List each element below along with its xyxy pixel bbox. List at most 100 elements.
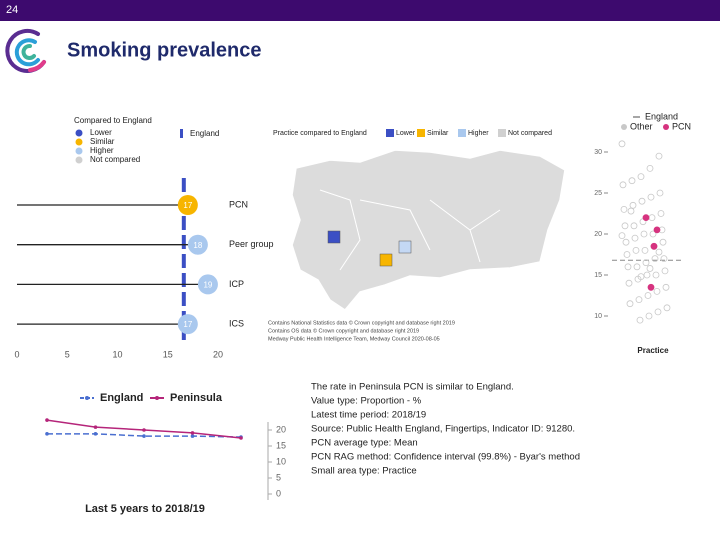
x-tick-label: 20 [213, 349, 223, 359]
top-bar [0, 0, 720, 21]
point [655, 152, 663, 160]
point [625, 279, 633, 287]
point [648, 214, 656, 222]
point [628, 177, 636, 185]
point [654, 308, 662, 316]
map-legend-swatch [458, 129, 466, 137]
point [618, 140, 626, 148]
map-attribution: Contains National Statistics data © Crow… [268, 319, 455, 326]
point [620, 205, 628, 213]
map-legend-title: Practice compared to England [273, 130, 367, 137]
category-label: Peer group [229, 239, 274, 249]
point [622, 238, 630, 246]
value-label: 17 [183, 320, 192, 329]
info-line: Source: Public Health England, Fingertip… [311, 424, 575, 435]
line [47, 433, 242, 438]
point [653, 226, 661, 234]
point [653, 287, 661, 295]
chart-caption: Last 5 years to 2018/19 [85, 503, 205, 515]
info-line: PCN RAG method: Confidence interval (99.… [311, 452, 580, 463]
x-tick-label: 10 [112, 349, 122, 359]
legend-swatch [75, 138, 83, 146]
lollipop-dot [177, 314, 198, 335]
legend-label: England [190, 129, 219, 138]
category-label: ICS [229, 318, 244, 328]
y-tick-label: 10 [594, 313, 602, 320]
point [640, 230, 648, 238]
map-boundaries [319, 189, 501, 271]
logo [5, 28, 46, 73]
point [652, 271, 660, 279]
y-tick-label: 25 [594, 190, 602, 197]
point [649, 230, 657, 238]
y-tick-label: 20 [276, 424, 286, 434]
legend-swatch [663, 124, 669, 130]
value-label: 19 [203, 281, 212, 290]
legend-label: Higher [90, 146, 114, 155]
point [626, 300, 634, 308]
point [637, 173, 645, 181]
map-attribution: Contains OS data © Crown copyright and d… [268, 327, 419, 334]
legend-swatch [180, 129, 183, 138]
legend-swatch [621, 124, 627, 130]
point [643, 271, 651, 279]
legend-label: PCN [672, 121, 691, 131]
y-tick-label: 0 [276, 488, 281, 498]
point [642, 259, 650, 267]
slide-number: 24 [6, 4, 18, 16]
point [646, 265, 654, 272]
legend-label: Not compared [90, 155, 140, 164]
info-line: The rate in Peninsula PCN is similar to … [311, 382, 514, 393]
point [636, 316, 644, 324]
info-line: Latest time period: 2018/19 [311, 410, 426, 421]
line-point [45, 418, 49, 422]
info-line: PCN average type: Mean [311, 438, 418, 449]
map-legend-label: Similar [427, 130, 449, 137]
info-line: Small area type: Practice [311, 466, 417, 477]
x-axis-label: Practice [637, 346, 669, 355]
point [657, 210, 665, 217]
point [660, 255, 668, 263]
point [647, 283, 655, 291]
value-label: 18 [193, 241, 202, 250]
legend-label: Peninsula [170, 392, 223, 404]
point [627, 207, 635, 215]
line-point [93, 432, 98, 436]
point [618, 232, 626, 240]
lollipop-dot [187, 234, 208, 255]
point [629, 201, 637, 209]
line-point [190, 431, 195, 435]
point [646, 164, 654, 172]
point [659, 238, 667, 246]
line-point [142, 428, 146, 432]
point [621, 222, 629, 230]
point [631, 234, 639, 242]
map-practice [327, 230, 341, 244]
point [655, 248, 663, 256]
map-legend-swatch [498, 129, 506, 137]
point [663, 304, 671, 312]
map-practice [379, 253, 393, 267]
point [650, 242, 658, 250]
point [623, 251, 631, 258]
legend-swatch [75, 156, 83, 164]
legend-label: Lower [90, 128, 112, 137]
x-tick-label: 5 [65, 349, 70, 359]
point [630, 222, 638, 230]
value-label: 17 [183, 201, 192, 210]
y-tick-label: 30 [594, 149, 602, 156]
legend-swatch [155, 396, 159, 400]
x-tick-label: 0 [14, 349, 19, 359]
category-label: ICP [229, 279, 244, 289]
point [656, 189, 664, 197]
y-tick-label: 5 [276, 472, 281, 482]
point [642, 214, 650, 222]
legend-label: England [645, 111, 678, 121]
map-attribution: Medway Public Health Intelligence Team, … [268, 336, 440, 342]
map-practice [398, 240, 412, 254]
legend-swatch [75, 129, 83, 137]
line-point [239, 436, 243, 440]
lollipop-dot [177, 195, 198, 215]
info-line: Value type: Proportion - % [311, 396, 422, 407]
